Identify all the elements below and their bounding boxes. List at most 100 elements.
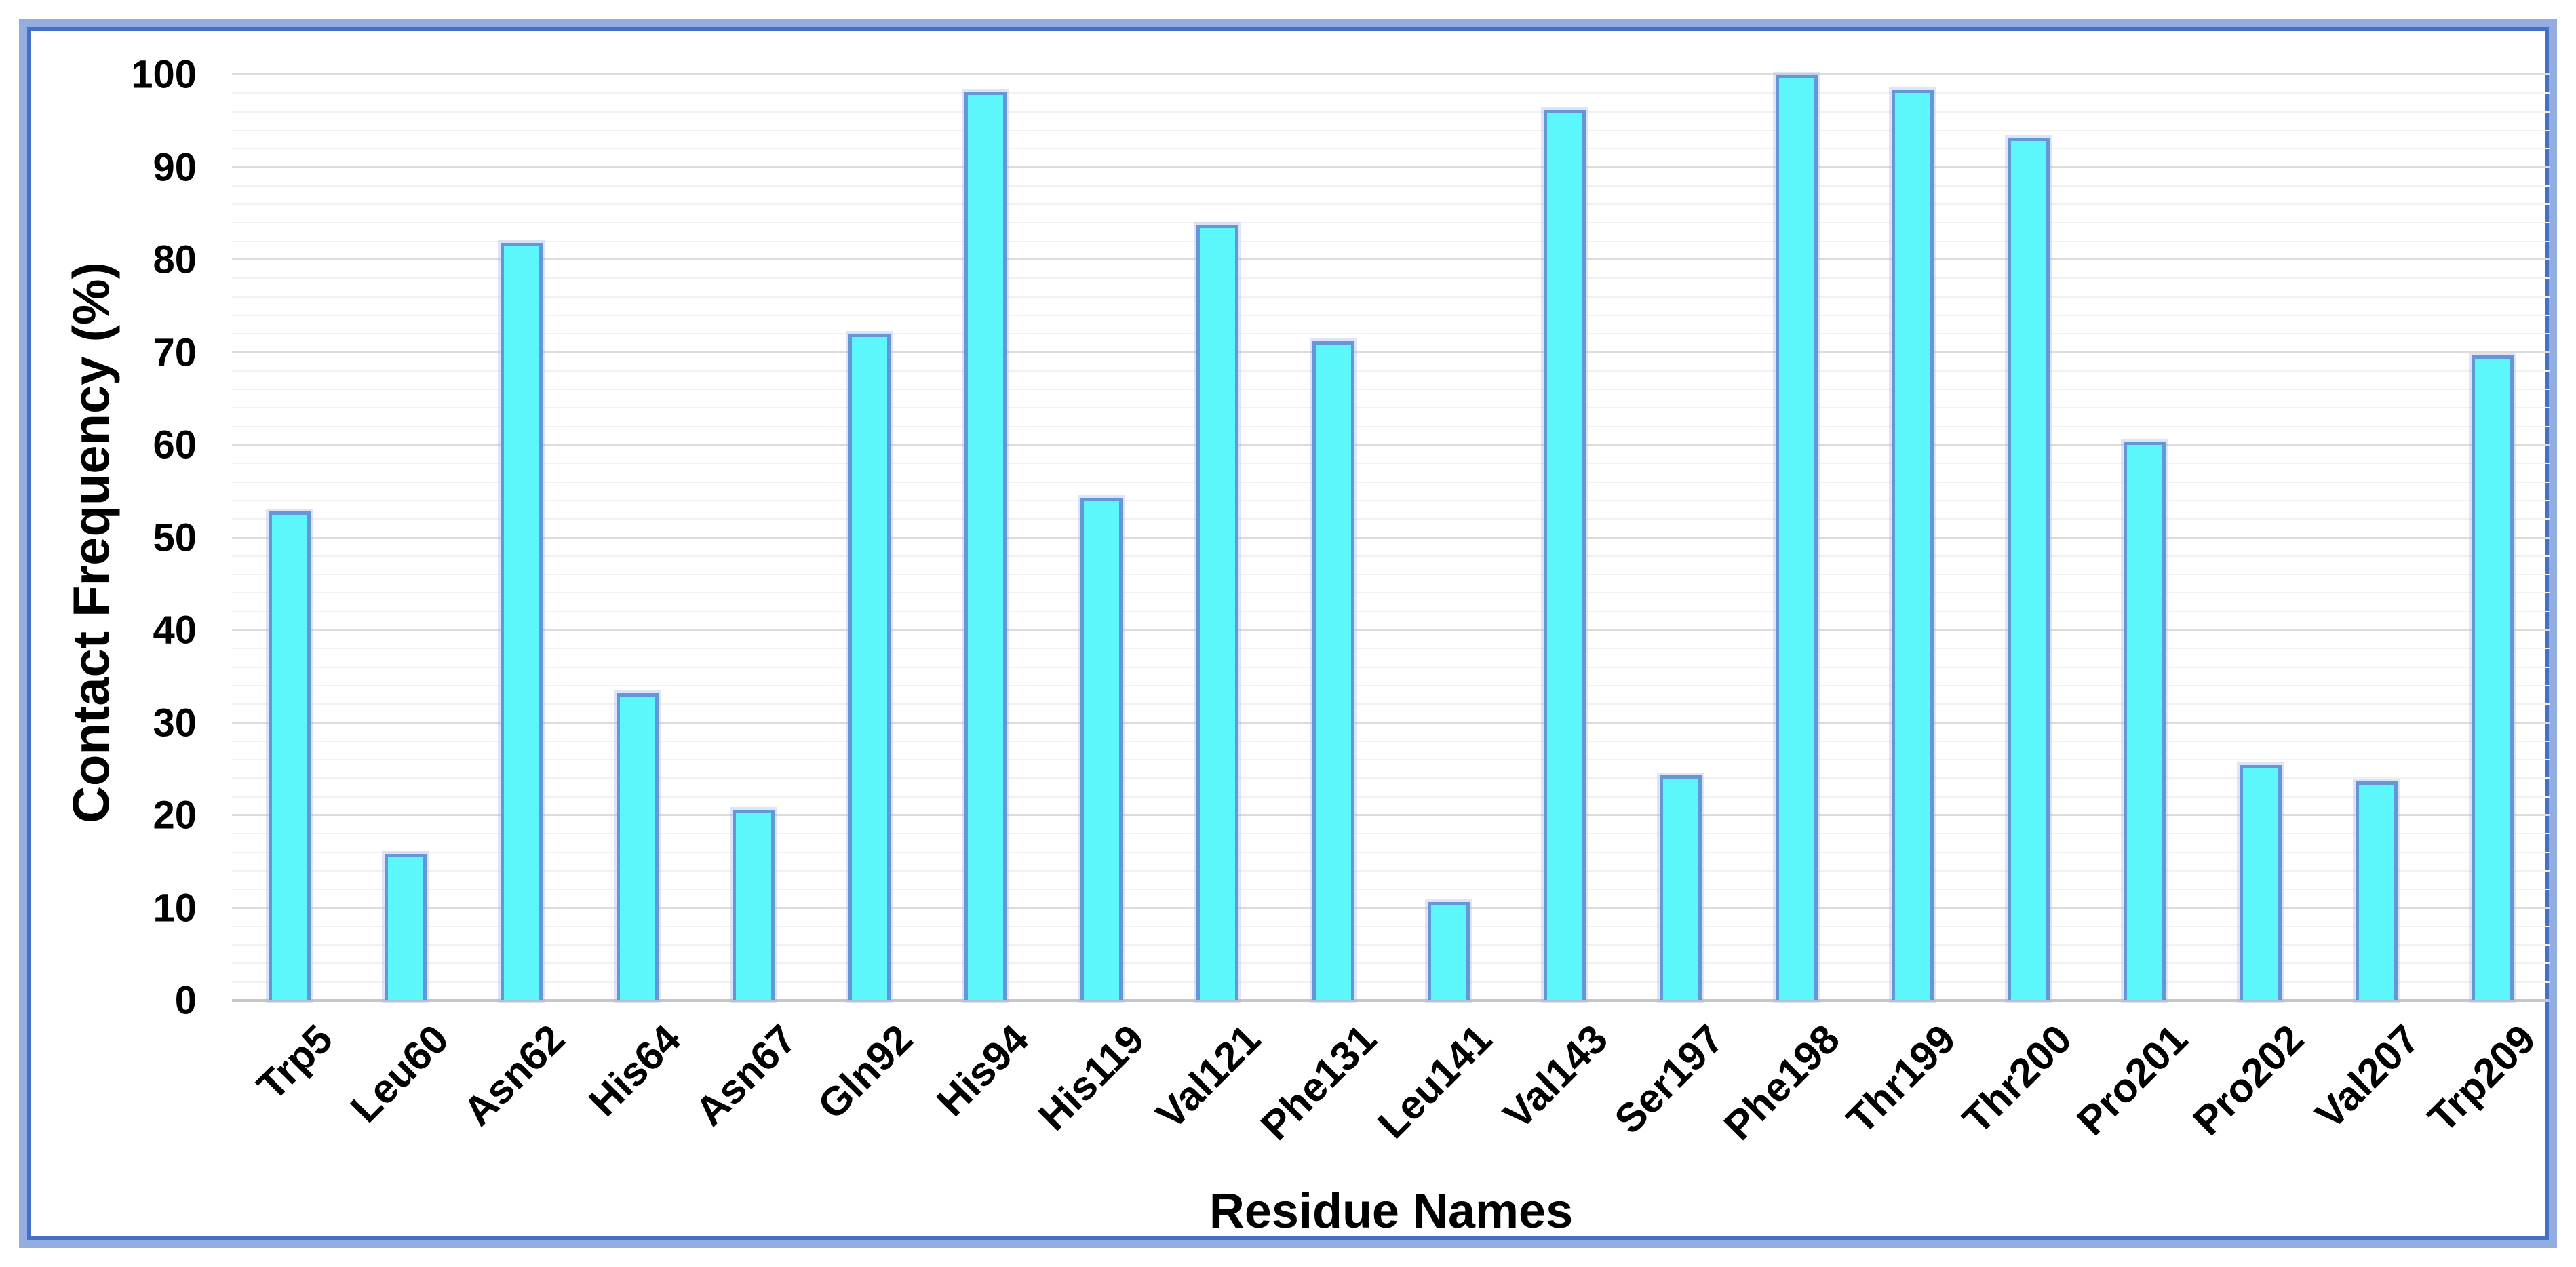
x-tick-label-Pro201: Pro201 <box>2068 1015 2196 1144</box>
y-tick-label-70: 70 <box>153 330 197 374</box>
x-tick-label-Val121: Val121 <box>1147 1015 1269 1138</box>
gridline-minor-16 <box>232 851 2550 853</box>
gridline-minor-36 <box>232 666 2550 668</box>
gridline-minor-58 <box>232 463 2550 465</box>
x-tick-label-Thr199: Thr199 <box>1837 1015 1965 1143</box>
bar-Ser197 <box>1660 775 1702 1000</box>
bar-Leu60 <box>385 854 427 1000</box>
gridline-major-80 <box>232 258 2550 260</box>
gridline-minor-46 <box>232 574 2550 576</box>
bar-His119 <box>1080 497 1123 1000</box>
x-axis-line <box>232 999 2550 1002</box>
gridline-minor-88 <box>232 184 2550 187</box>
bar-His94 <box>964 91 1007 1000</box>
gridline-minor-94 <box>232 129 2550 131</box>
y-tick-label-30: 30 <box>153 701 197 745</box>
gridline-minor-52 <box>232 518 2550 520</box>
y-tick-label-60: 60 <box>153 423 197 467</box>
bar-Trp209 <box>2471 355 2514 1000</box>
x-tick-label-Val143: Val143 <box>1494 1015 1617 1138</box>
x-tick-label-His119: His119 <box>1029 1015 1153 1139</box>
y-axis-tick-labels: 0 10 20 30 40 50 60 70 80 90 100 <box>0 53 197 1023</box>
gridline-minor-4 <box>232 962 2550 964</box>
gridline-minor-82 <box>232 240 2550 242</box>
gridline-minor-54 <box>232 499 2550 501</box>
gridline-minor-28 <box>232 740 2550 742</box>
y-tick-label-100: 100 <box>131 52 197 97</box>
x-tick-label-Trp209: Trp209 <box>2419 1015 2544 1141</box>
gridline-major-90 <box>232 165 2550 168</box>
gridline-minor-2 <box>232 981 2550 983</box>
x-tick-label-Ser197: Ser197 <box>1605 1015 1733 1143</box>
x-tick-label-Phe131: Phe131 <box>1251 1015 1385 1149</box>
bar-Phe131 <box>1312 341 1354 1000</box>
chart-frame-inner-line <box>27 27 2549 1240</box>
gridline-minor-24 <box>232 777 2550 779</box>
gridline-minor-64 <box>232 407 2550 409</box>
gridline-minor-44 <box>232 592 2550 594</box>
gridline-minor-84 <box>232 222 2550 224</box>
y-tick-label-20: 20 <box>153 793 197 838</box>
gridline-minor-92 <box>232 148 2550 150</box>
gridline-major-10 <box>232 906 2550 909</box>
gridline-minor-96 <box>232 111 2550 113</box>
bar-Leu141 <box>1428 902 1470 1000</box>
bar-Val121 <box>1196 225 1238 1000</box>
plot-area <box>232 73 2550 1002</box>
bar-His64 <box>617 693 659 1000</box>
gridline-minor-72 <box>232 333 2550 335</box>
gridline-minor-22 <box>232 796 2550 798</box>
bar-Thr200 <box>2007 137 2050 1000</box>
gridline-minor-68 <box>232 370 2550 372</box>
gridline-major-60 <box>232 444 2550 446</box>
x-tick-label-Asn62: Asn62 <box>454 1015 574 1135</box>
gridline-minor-42 <box>232 610 2550 612</box>
x-tick-label-Trp5: Trp5 <box>248 1015 342 1109</box>
bar-Asn62 <box>501 243 543 1000</box>
bar-Pro201 <box>2123 441 2166 1000</box>
gridline-minor-14 <box>232 870 2550 872</box>
gridline-minor-74 <box>232 314 2550 316</box>
x-tick-label-Asn67: Asn67 <box>686 1015 806 1135</box>
bar-Gln92 <box>848 334 891 1000</box>
gridline-major-70 <box>232 351 2550 353</box>
bar-Phe198 <box>1776 75 1818 1000</box>
gridline-major-100 <box>232 73 2550 75</box>
gridline-minor-56 <box>232 481 2550 483</box>
x-tick-label-Leu60: Leu60 <box>342 1015 458 1131</box>
gridline-minor-98 <box>232 92 2550 94</box>
bar-Trp5 <box>269 511 311 1000</box>
gridline-minor-38 <box>232 648 2550 650</box>
bar-Asn67 <box>733 809 775 1000</box>
y-tick-label-90: 90 <box>153 145 197 189</box>
bar-Pro202 <box>2239 765 2282 1000</box>
x-tick-label-His64: His64 <box>580 1015 690 1125</box>
y-tick-label-0: 0 <box>174 978 197 1023</box>
gridline-minor-78 <box>232 277 2550 279</box>
gridline-minor-62 <box>232 425 2550 427</box>
x-tick-label-Val207: Val207 <box>2306 1015 2428 1138</box>
gridline-minor-76 <box>232 296 2550 298</box>
y-tick-label-50: 50 <box>153 515 197 560</box>
gridline-minor-34 <box>232 684 2550 686</box>
bar-Thr199 <box>1892 89 1934 1000</box>
gridline-major-50 <box>232 536 2550 539</box>
x-tick-label-Leu141: Leu141 <box>1369 1015 1501 1148</box>
x-tick-label-Phe198: Phe198 <box>1715 1015 1849 1149</box>
y-tick-label-40: 40 <box>153 608 197 652</box>
gridline-minor-8 <box>232 925 2550 927</box>
bar-Val143 <box>1544 109 1586 1000</box>
gridline-minor-26 <box>232 759 2550 761</box>
gridline-major-30 <box>232 721 2550 724</box>
y-tick-label-10: 10 <box>153 886 197 930</box>
gridline-major-20 <box>232 814 2550 816</box>
gridline-minor-18 <box>232 833 2550 835</box>
gridline-minor-48 <box>232 555 2550 557</box>
gridline-minor-6 <box>232 944 2550 946</box>
y-tick-label-80: 80 <box>153 237 197 282</box>
x-tick-label-Pro202: Pro202 <box>2183 1015 2312 1144</box>
x-tick-label-Thr200: Thr200 <box>1953 1015 2081 1143</box>
gridline-minor-66 <box>232 389 2550 391</box>
x-axis-tick-labels: Trp5 Leu60 Asn62 His64 Asn67 Gln92 His94 His119… <box>232 1015 2550 1192</box>
